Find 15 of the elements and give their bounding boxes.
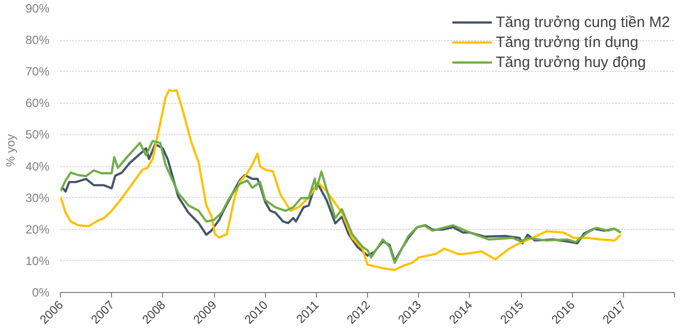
y-tick-label: 20%: [25, 222, 50, 236]
y-tick-label: 70%: [25, 64, 50, 79]
y-tick-label: 60%: [25, 96, 50, 110]
y-tick-label: 30%: [25, 190, 50, 205]
line-series: [60, 89, 622, 272]
legend-label: Tăng trưởng cung tiền M2: [496, 14, 670, 30]
y-tick-label: 50%: [25, 128, 50, 142]
y-tick-label: 90%: [25, 2, 50, 16]
legend-label: Tăng trưởng tín dụng: [496, 34, 638, 50]
legend-label: Tăng trưởng huy động: [496, 54, 646, 70]
y-axis-title: % yoy: [3, 134, 18, 167]
y-tick-label: 40%: [25, 159, 50, 174]
y-tick-label: 80%: [25, 33, 50, 48]
y-tick-label: 0%: [32, 286, 50, 300]
y-tick-label: 10%: [25, 254, 50, 268]
